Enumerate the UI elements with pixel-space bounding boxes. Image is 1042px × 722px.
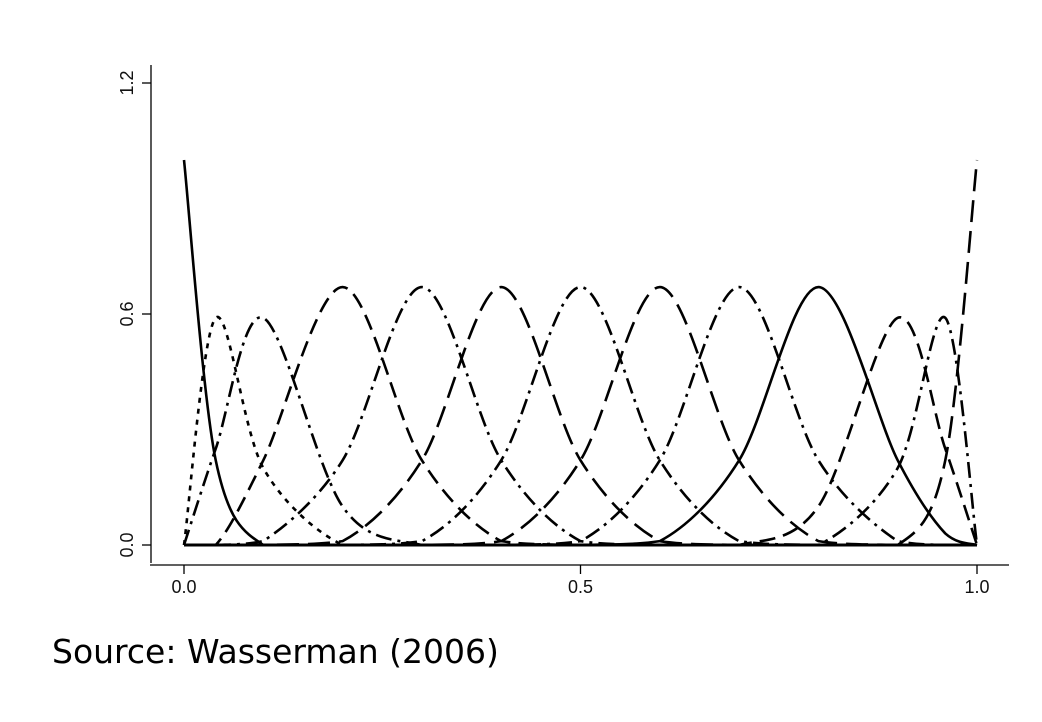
x-tick-label: 1.0 [964, 577, 989, 597]
series-line-10 [183, 285, 978, 547]
series-line-2 [182, 315, 977, 547]
y-tick-label: 0.6 [117, 301, 137, 326]
x-tick-label: 0.5 [568, 577, 593, 597]
y-tick-label: 1.2 [117, 70, 137, 95]
series-line-8 [183, 285, 977, 547]
series-line-4 [183, 285, 977, 547]
y-tick-label: 0.0 [117, 532, 137, 557]
series-line-9 [183, 285, 977, 547]
series-line-5 [183, 285, 977, 547]
source-caption: Source: Wasserman (2006) [52, 632, 499, 671]
series-line-7 [183, 285, 977, 547]
series-curves [182, 159, 979, 547]
chart-axes: 0.0 0.5 1.0 0.0 0.6 1.2 [117, 65, 1009, 597]
x-tick-label: 0.0 [171, 577, 196, 597]
series-line-6 [183, 285, 977, 547]
